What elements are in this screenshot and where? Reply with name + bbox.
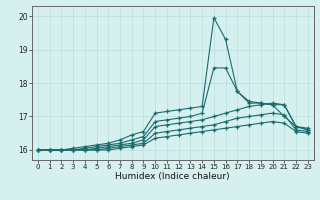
- X-axis label: Humidex (Indice chaleur): Humidex (Indice chaleur): [116, 172, 230, 181]
